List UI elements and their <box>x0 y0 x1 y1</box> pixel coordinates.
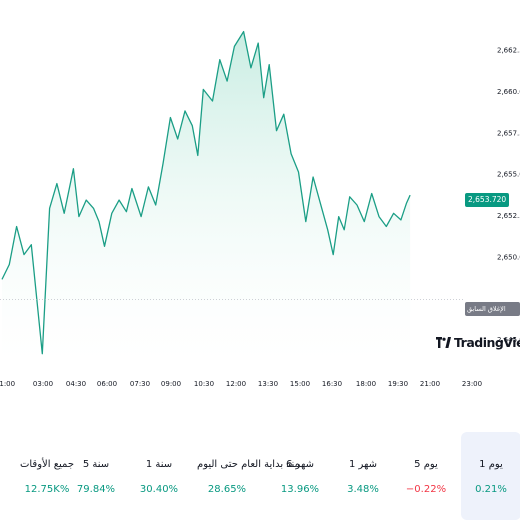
performance-period-value: 12.75K% <box>24 484 70 495</box>
price-chart[interactable]: 2,662.500 2,660.000 2,657.500 2,655.000 2,65… <box>0 0 520 400</box>
x-tick-label: 09:00 <box>161 380 181 388</box>
y-tick-label: 2,650.000 <box>497 253 520 261</box>
performance-period-4[interactable]: 6 شهر 13.96% <box>270 432 330 520</box>
performance-period-label: 5 سنة <box>82 459 110 470</box>
performance-period-6[interactable]: 5 يوم −0.22% <box>396 432 456 520</box>
y-tick-label: 2,645.000 <box>497 336 520 344</box>
previous-close-tag: الإغلاق السابق 2,647.385 <box>465 302 520 327</box>
tradingview-logo[interactable]: TradingView <box>436 331 520 353</box>
performance-period-3[interactable]: منذ بداية العام حتى اليوم 28.65% <box>197 432 300 520</box>
current-price-tag: 2,653.720 <box>465 193 510 207</box>
performance-period-label: 1 سنة <box>145 459 173 470</box>
x-tick-label: 21:00 <box>0 380 15 388</box>
y-tick-label: 2,662.500 <box>497 47 520 55</box>
performance-period-value: 13.96% <box>280 484 320 495</box>
performance-period-label: 6 شهر <box>285 459 315 470</box>
performance-period-value: 28.65% <box>207 484 247 495</box>
performance-period-label: 5 يوم <box>414 459 438 470</box>
x-tick-label: 15:00 <box>290 380 310 388</box>
y-tick-label: 2,652.500 <box>497 212 520 220</box>
performance-period-7[interactable]: 1 يوم 0.21% <box>461 432 520 520</box>
performance-period-value: 30.40% <box>139 484 179 495</box>
performance-period-2[interactable]: 1 سنة 30.40% <box>129 432 189 520</box>
x-tick-label: 04:30 <box>66 380 86 388</box>
performance-bar: جميع الأوقات 12.75K% 5 سنة 79.84% 1 سنة 30.40… <box>0 432 520 520</box>
tradingview-wordmark: TradingView <box>454 334 520 350</box>
x-tick-label: 07:30 <box>130 380 150 388</box>
x-tick-label: 16:30 <box>322 380 342 388</box>
x-tick-label: 19:30 <box>388 380 408 388</box>
x-tick-label: 18:00 <box>356 380 376 388</box>
x-tick-label: 06:00 <box>97 380 117 388</box>
x-tick-label: 12:00 <box>226 380 246 388</box>
x-tick-label: 03:00 <box>33 380 53 388</box>
current-price-value: 2,653.720 <box>468 195 507 204</box>
performance-period-value: 0.21% <box>475 484 507 495</box>
performance-period-label: 1 شهر <box>348 459 378 470</box>
performance-period-label: منذ بداية العام حتى اليوم <box>197 459 300 470</box>
y-tick-label: 2,655.000 <box>497 171 520 179</box>
performance-period-value: 79.84% <box>76 484 116 495</box>
performance-period-1[interactable]: 5 سنة 79.84% <box>66 432 126 520</box>
performance-period-5[interactable]: 1 شهر 3.48% <box>333 432 393 520</box>
performance-period-label: جميع الأوقات <box>19 459 75 470</box>
performance-period-value: −0.22% <box>405 484 447 495</box>
x-tick-label: 13:30 <box>258 380 278 388</box>
y-tick-label: 2,660.000 <box>497 88 520 96</box>
performance-period-value: 3.48% <box>347 484 379 495</box>
previous-close-label: الإغلاق السابق <box>467 305 506 313</box>
performance-period-label: 1 يوم <box>479 459 503 470</box>
performance-period-0[interactable]: جميع الأوقات 12.75K% <box>17 432 77 520</box>
chart-canvas[interactable]: 2,662.500 2,660.000 2,657.500 2,655.000 2,65… <box>0 0 520 400</box>
x-tick-label: 21:00 <box>420 380 440 388</box>
y-tick-label: 2,657.500 <box>497 129 520 137</box>
price-area-fill <box>2 31 411 362</box>
tradingview-logo-icon <box>436 336 451 348</box>
previous-close-value: 2,647.385 <box>467 319 501 327</box>
price-line <box>1 30 411 355</box>
x-tick-label: 10:30 <box>194 380 214 388</box>
x-tick-label: 23:00 <box>462 380 482 388</box>
